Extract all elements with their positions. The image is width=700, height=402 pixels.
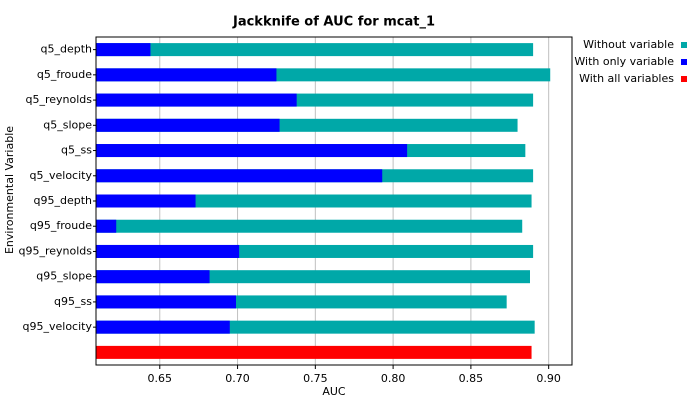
bar [96, 118, 280, 132]
x-tick-label: 0.80 [381, 372, 406, 385]
x-tick-label: 0.85 [459, 372, 484, 385]
legend-swatch [681, 76, 687, 82]
x-tick-label: 0.70 [225, 372, 250, 385]
bar [96, 244, 240, 258]
x-axis-label: AUC [322, 385, 346, 398]
legend-swatch [681, 59, 687, 65]
x-tick-label: 0.75 [303, 372, 328, 385]
chart-title: Jackknife of AUC for mcat_1 [232, 15, 435, 30]
legend-label: With all variables [579, 72, 674, 85]
x-tick-label: 0.65 [148, 372, 173, 385]
x-tick-label: 0.90 [536, 372, 561, 385]
bar [96, 219, 523, 233]
bar [96, 43, 151, 57]
y-tick-label: q95_froude [30, 219, 92, 232]
y-tick-label: q95_reynolds [18, 244, 92, 257]
y-tick-label: q5_depth [41, 43, 93, 56]
y-tick-label: q95_velocity [23, 320, 93, 333]
bar [96, 345, 532, 359]
bar [96, 68, 277, 82]
y-tick-label: q5_froude [37, 68, 92, 81]
y-tick-label: q5_ss [61, 144, 92, 157]
bar [96, 43, 534, 57]
legend-label: Without variable [583, 38, 674, 51]
y-axis-label: Environmental Variable [3, 126, 16, 254]
y-tick-label: q5_velocity [30, 169, 93, 182]
legend-label: With only variable [574, 55, 674, 68]
bar [96, 295, 236, 309]
bar [96, 320, 230, 334]
bar [96, 194, 532, 208]
plot-frame [95, 36, 573, 366]
bar [96, 169, 383, 183]
bar [96, 194, 196, 208]
bar [96, 93, 297, 107]
legend-swatch [681, 42, 687, 48]
bar [96, 219, 117, 233]
y-tick-label: q5_slope [43, 118, 92, 131]
y-tick-label: q95_depth [34, 194, 93, 207]
y-tick-label: q5_reynolds [25, 93, 92, 106]
y-tick-label: q95_ss [54, 295, 92, 308]
y-tick-label: q95_slope [36, 270, 92, 283]
bar [96, 270, 210, 284]
bar [96, 144, 408, 158]
